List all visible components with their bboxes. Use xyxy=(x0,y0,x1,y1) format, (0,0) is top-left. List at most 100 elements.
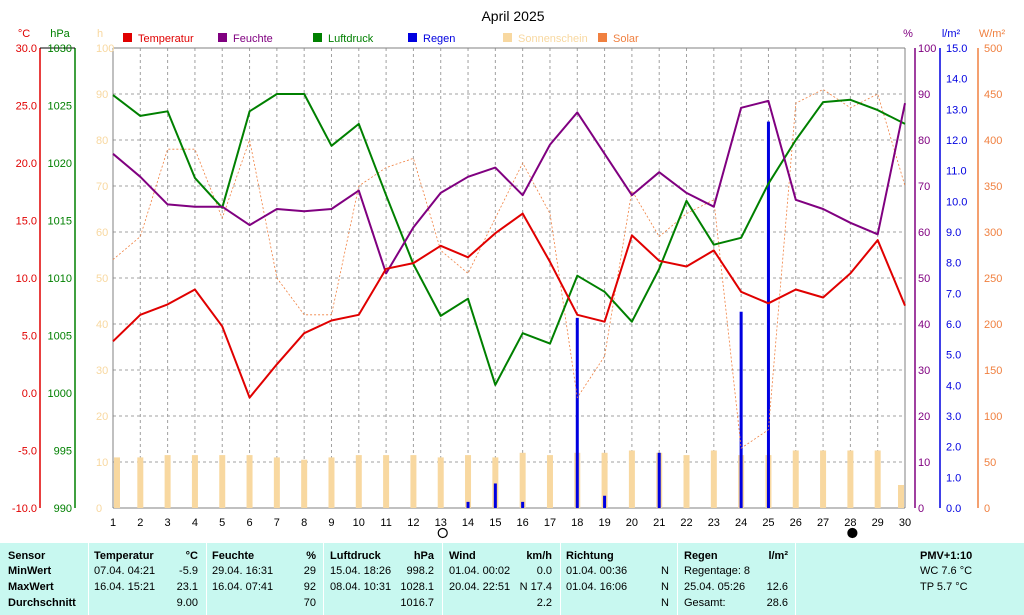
direction-min-value: N xyxy=(661,565,669,577)
rain-days: Regentage: 8 xyxy=(684,565,751,577)
legend-swatch xyxy=(218,33,227,42)
sunshine-bar xyxy=(137,457,144,508)
temp-max-value: 23.1 xyxy=(176,581,198,593)
x-tick-label: 5 xyxy=(219,517,225,529)
x-tick-label: 21 xyxy=(653,517,665,529)
temp-tick-label: 0.0 xyxy=(22,388,37,400)
pressure-avg-value: 1016.7 xyxy=(400,597,434,609)
x-tick-label: 24 xyxy=(735,517,747,529)
chart-legend: Temperatur Feuchte Luftdruck Regen Sonnensch… xyxy=(123,33,639,45)
rain-max-value: 12.6 xyxy=(766,581,788,593)
x-tick-label: 7 xyxy=(274,517,280,529)
sensor-avg-label: Durchschnitt xyxy=(8,597,76,609)
temp-avg-value: 9.00 xyxy=(176,597,198,609)
sunshine-bar xyxy=(492,457,499,508)
rain-bar xyxy=(493,483,497,508)
solar-tick-label: 150 xyxy=(984,365,1002,377)
x-tick-label: 14 xyxy=(462,517,474,529)
temp-tick-label: 10.0 xyxy=(16,273,37,285)
humidity-header: Feuchte xyxy=(212,550,255,562)
humidity-tick-label: 100 xyxy=(918,43,936,55)
solar-tick-label: 100 xyxy=(984,411,1002,423)
rain-tick-label: 11.0 xyxy=(946,166,967,178)
humidity-tick-label: 0 xyxy=(918,503,924,515)
sun_hours-tick-label: 80 xyxy=(96,135,108,147)
humidity-tick-label: 80 xyxy=(918,135,930,147)
x-tick-label: 26 xyxy=(790,517,802,529)
weather-chart: April 2025 °C hPa h % l/m² W/m² Temperat… xyxy=(11,8,1006,539)
legend-label: Sonnenschein xyxy=(518,33,588,45)
direction-max-time: 01.04. 16:06 xyxy=(566,581,628,593)
direction-max-value: N xyxy=(661,581,669,593)
luftdruck-series-line xyxy=(112,93,906,386)
sun_hours-tick-label: 60 xyxy=(96,227,108,239)
sunshine-bar xyxy=(820,450,827,508)
humidity-tick-label: 50 xyxy=(918,273,930,285)
wind-max-time: 20.04. 22:51 xyxy=(449,581,511,593)
rain-bars xyxy=(466,121,770,508)
rain-bar xyxy=(466,501,470,508)
rain-tick-label: 0.0 xyxy=(946,503,961,515)
humidity-tick-label: 10 xyxy=(918,457,930,469)
pressure-tick-label: 990 xyxy=(54,503,72,515)
sunshine-bar xyxy=(191,455,198,508)
x-tick-label: 1 xyxy=(110,517,116,529)
sunshine-bar xyxy=(898,485,904,508)
temp-min-value: -5.9 xyxy=(179,565,198,577)
x-tick-label: 3 xyxy=(165,517,171,529)
rain-tick-label: 9.0 xyxy=(946,227,961,239)
wind-min-time: 01.04. 00:02 xyxy=(449,565,511,577)
pressure-tick-label: 1000 xyxy=(48,388,72,400)
humidity-min-time: 29.04. 16:31 xyxy=(212,565,274,577)
sun_hours-tick-label: 10 xyxy=(96,457,108,469)
rain-tick-label: 12.0 xyxy=(946,135,967,147)
rain-axis-unit: l/m² xyxy=(942,28,961,40)
humidity-tick-label: 40 xyxy=(918,319,930,331)
wind-unit: km/h xyxy=(526,550,552,562)
x-tick-label: 22 xyxy=(680,517,692,529)
legend-label: Solar xyxy=(613,33,639,45)
legend-label: Temperatur xyxy=(138,33,194,45)
pressure-tick-label: 1025 xyxy=(48,101,72,113)
humidity-unit: % xyxy=(306,550,316,562)
x-tick-label: 10 xyxy=(353,517,365,529)
x-tick-label: 2 xyxy=(137,517,143,529)
sunshine-bar xyxy=(792,450,799,508)
x-tick-label: 20 xyxy=(626,517,638,529)
rain-tick-label: 14.0 xyxy=(946,74,967,86)
x-tick-label: 17 xyxy=(544,517,556,529)
solar-tick-label: 0 xyxy=(984,503,990,515)
pmv-header: PMV+1:10 xyxy=(920,550,973,562)
sun_hours-tick-label: 20 xyxy=(96,411,108,423)
temp-tick-label: 20.0 xyxy=(16,158,37,170)
pressure-tick-label: 1015 xyxy=(48,216,72,228)
dew-point: TP 5.7 °C xyxy=(920,581,968,593)
x-axis-labels: 1 2 3 4 5 6 7 8 9 10 11 12 13 14 15 16 17 18 19 20 21 22 23 24 2… xyxy=(110,517,911,529)
x-tick-label: 19 xyxy=(598,517,610,529)
temp-tick-label: 25.0 xyxy=(16,101,37,113)
pressure-tick-label: 995 xyxy=(54,446,72,458)
temp-header: Temperatur xyxy=(94,550,154,562)
legend-swatch xyxy=(123,33,132,42)
pressure-unit: hPa xyxy=(413,550,434,562)
pressure-min-time: 15.04. 18:26 xyxy=(330,565,392,577)
solar-tick-label: 200 xyxy=(984,319,1002,331)
humidity-tick-label: 60 xyxy=(918,227,930,239)
wind-avg-value: 2.2 xyxy=(536,597,552,609)
pressure-max-time: 08.04. 10:31 xyxy=(330,581,392,593)
sunshine-bar xyxy=(465,455,472,508)
stats-panel: Sensor MinWert MaxWert Durchschnitt Temp… xyxy=(0,543,1024,615)
x-tick-label: 28 xyxy=(844,517,856,529)
rain-tick-label: 7.0 xyxy=(946,288,961,300)
x-tick-label: 11 xyxy=(380,517,391,529)
direction-avg-value: N xyxy=(661,597,669,609)
legend-swatch xyxy=(313,33,322,42)
humidity-max-value: 92 xyxy=(303,581,316,593)
sunshine-bar xyxy=(710,450,717,508)
wind-min-value: 0.0 xyxy=(536,565,552,577)
rain-tick-label: 5.0 xyxy=(946,350,961,362)
rain-tick-label: 6.0 xyxy=(946,319,961,331)
pressure-max-value: 1028.1 xyxy=(400,581,434,593)
solar-series-line xyxy=(112,89,906,449)
temp-tick-label: 5.0 xyxy=(22,331,37,343)
